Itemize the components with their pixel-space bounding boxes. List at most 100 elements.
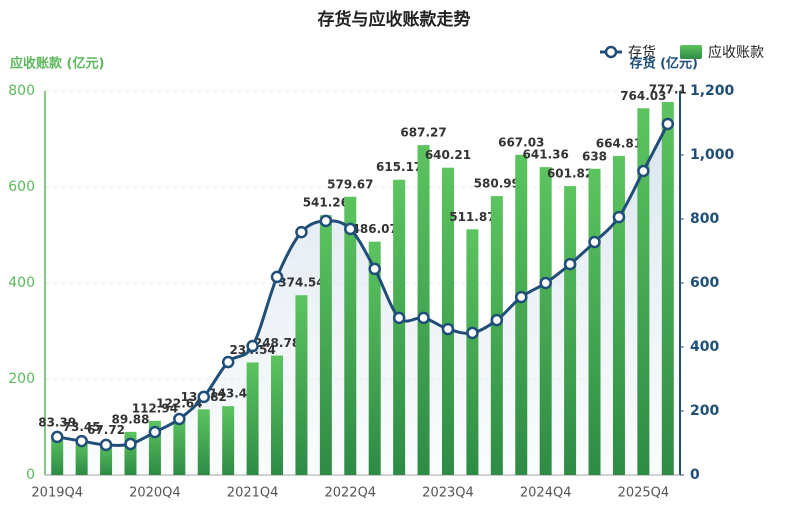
x-tick-label: 2020Q4 (129, 486, 181, 501)
bar-value-label: 67.72 (87, 423, 125, 437)
bar-value-label: 601.82 (547, 167, 593, 181)
bar-value-label: 83.39 (38, 415, 76, 429)
x-tick-label: 2021Q4 (227, 486, 279, 501)
line-point (50, 430, 64, 444)
line-point (563, 257, 577, 271)
bar (393, 179, 406, 476)
y2-tick-label: 1,000 (690, 147, 735, 163)
line-point (588, 235, 601, 249)
bar (466, 229, 479, 475)
line-point (221, 355, 235, 369)
bar (441, 167, 454, 475)
bar-value-label: 615.17 (376, 160, 422, 174)
bar (197, 409, 210, 475)
y-tick-label: 600 (8, 179, 35, 195)
legend-label: 存货 (628, 44, 656, 61)
bar-value-label: 486.07 (352, 222, 398, 236)
bar (173, 416, 186, 475)
line-point (612, 210, 626, 224)
bar-value-label: 143.4 (209, 387, 247, 401)
y-tick-label: 800 (8, 83, 35, 99)
line-point (246, 339, 259, 353)
line-point (539, 276, 552, 290)
line-point (417, 311, 430, 325)
line-point (344, 222, 357, 236)
line-point (466, 326, 479, 340)
bar (271, 355, 284, 475)
y2-tick-label: 1,200 (690, 83, 735, 99)
y2-tick-label: 400 (690, 339, 719, 355)
bar (515, 154, 528, 475)
bar (51, 434, 64, 475)
line-point (319, 214, 333, 228)
line-point (173, 412, 186, 426)
y-tick-label: 0 (26, 467, 35, 483)
bar (612, 155, 625, 475)
bar-value-label: 248.78 (254, 336, 300, 350)
bar-value-label: 122.64 (156, 397, 202, 411)
bar (246, 362, 259, 475)
line-point (124, 437, 137, 451)
bar (75, 439, 88, 475)
bar-value-label: 579.67 (327, 177, 373, 191)
bar-value-label: 687.27 (400, 126, 446, 140)
legend-swatch (680, 45, 702, 59)
line-area (57, 123, 668, 476)
x-tick-label: 2022Q4 (324, 486, 376, 501)
bar (417, 145, 430, 475)
y-axis-title: 应收账款 (亿元) (10, 56, 104, 72)
line-point (441, 322, 455, 336)
line-point (637, 164, 650, 178)
bar (661, 101, 674, 475)
x-tick-label: 2019Q4 (31, 486, 83, 501)
line-point (99, 438, 113, 452)
bar-value-label: 638 (582, 149, 607, 163)
line-point (148, 425, 162, 439)
line-point (490, 313, 504, 327)
chart-title: 存货与应收账款走势 (318, 9, 471, 30)
legend-marker (604, 45, 618, 59)
line-point (197, 390, 210, 404)
x-tick-label: 2024Q4 (520, 486, 572, 501)
line-point (392, 311, 406, 325)
bar (637, 108, 650, 476)
bar (344, 196, 357, 475)
line-point (661, 117, 675, 131)
bar (319, 215, 332, 476)
y2-tick-label: 200 (690, 403, 719, 419)
bar-value-label: 640.21 (425, 148, 471, 162)
bar (564, 186, 577, 475)
bar (222, 406, 235, 475)
x-tick-label: 2023Q4 (422, 486, 474, 501)
bar-value-label: 112.94 (132, 401, 178, 415)
bar (295, 295, 308, 475)
bar (100, 442, 113, 475)
y2-tick-label: 600 (690, 275, 719, 291)
x-tick-label: 2025Q4 (618, 486, 670, 501)
bar-value-label: 511.87 (449, 210, 495, 224)
bar-value-label: 664.81 (596, 136, 642, 150)
bar (539, 167, 552, 475)
line-point (75, 434, 88, 448)
line-point (295, 225, 308, 239)
line-point (515, 290, 528, 304)
y2-tick-label: 0 (690, 467, 700, 483)
line-point (270, 270, 284, 284)
y2-axis-title: 存货 (亿元) (630, 56, 698, 72)
bar-value-label: 667.03 (498, 135, 544, 149)
bar-value-label: 641.36 (523, 148, 569, 162)
y-tick-label: 200 (8, 371, 35, 387)
bar-value-label: 777.1 (649, 82, 687, 96)
y2-tick-label: 800 (690, 211, 719, 227)
bar-value-label: 73.45 (63, 420, 101, 434)
bar-value-label: 89.88 (111, 412, 149, 426)
line-point (368, 262, 381, 276)
bar (490, 196, 503, 475)
bar (368, 241, 381, 475)
bar-value-label: 580.99 (474, 177, 520, 191)
bar (588, 168, 601, 475)
y-tick-label: 400 (8, 275, 35, 291)
bar-value-label: 374.54 (278, 276, 324, 290)
bar-value-label: 541.26 (303, 196, 349, 210)
